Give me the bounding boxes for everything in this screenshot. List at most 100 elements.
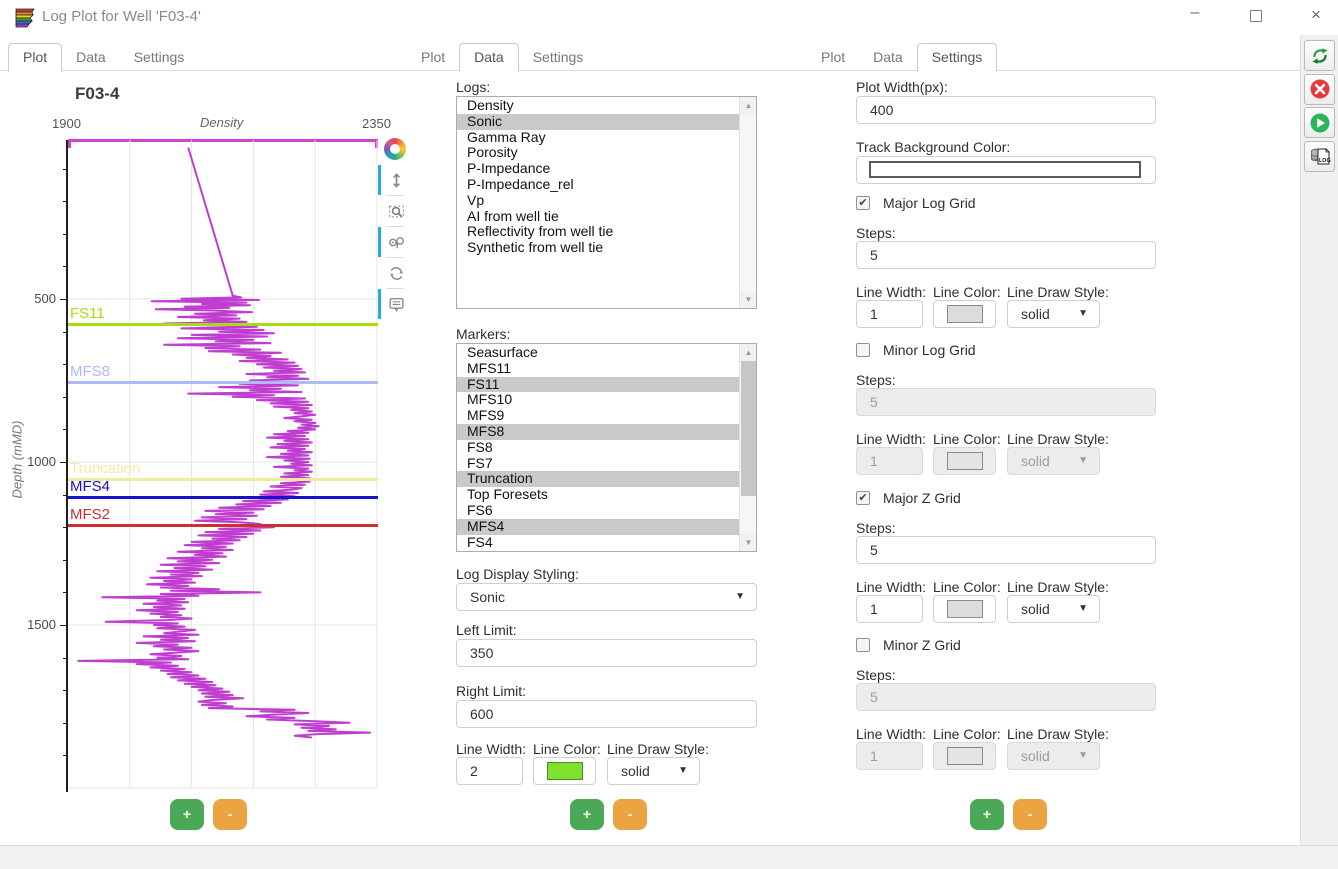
data-remove-button[interactable]: - [613,799,647,830]
list-item[interactable]: MFS4 [457,518,739,535]
list-item[interactable]: FS7 [467,454,493,471]
list-item[interactable]: AI from well tie [467,207,559,224]
window-title: Log Plot for Well 'F03-4' [42,8,201,25]
list-item[interactable]: FS3 [457,550,739,551]
log-file-button[interactable]: LOG [1304,140,1335,172]
scroll-down-icon[interactable]: ▼ [740,534,756,551]
sync-button[interactable] [1304,40,1335,71]
scrollbar[interactable]: ▲ ▼ [739,344,756,551]
unchecked-checkbox[interactable] [856,638,870,652]
scroll-down-icon[interactable]: ▼ [740,291,756,308]
pan-tool-icon[interactable] [378,165,408,195]
y-minor-tick [63,331,68,333]
bokeh-logo-icon[interactable] [384,138,406,160]
list-item[interactable]: Porosity [467,144,518,161]
line-color-button[interactable] [933,595,996,623]
tab-data[interactable]: Data [459,43,519,72]
scroll-up-icon[interactable]: ▲ [740,97,756,114]
tab-settings[interactable]: Settings [916,43,998,72]
settings-add-button[interactable]: + [970,799,1004,830]
list-item[interactable]: MFS10 [467,391,513,408]
tab-plot[interactable]: Plot [821,49,846,65]
side-toolbar: LOG [1300,35,1338,869]
settings-remove-button[interactable]: - [1013,799,1047,830]
list-item[interactable]: FS11 [457,376,739,393]
maximize-button[interactable] [1233,0,1279,30]
checked-checkbox[interactable]: ✔ [856,491,870,505]
data-add-button[interactable]: + [570,799,604,830]
line-draw-style-select[interactable]: solid ▼ [607,757,700,785]
marker-line-mfs4 [68,495,378,499]
list-item[interactable]: FS4 [467,533,493,550]
line-color-button[interactable] [933,300,996,328]
wheel-zoom-tool-icon[interactable] [378,227,408,257]
chevron-down-icon: ▼ [1078,750,1088,761]
line-draw-style-select[interactable]: solid ▼ [1007,300,1100,328]
right-limit-input[interactable] [456,700,757,728]
log-file-icon: LOG [1310,148,1331,165]
line-color-label: Line Color: [533,741,601,757]
list-item[interactable]: Synthetic from well tie [467,239,604,256]
list-item[interactable]: FS8 [467,438,493,455]
tab-data[interactable]: Data [873,49,903,65]
y-minor-tick [63,657,68,659]
list-item[interactable]: Density [467,98,514,113]
steps-input[interactable] [856,241,1156,269]
line-color-button[interactable] [533,757,596,785]
list-item[interactable]: Top Foresets [467,486,548,503]
log-curve-plot[interactable] [68,140,378,792]
list-item[interactable]: P-Impedance [467,160,551,177]
tab-plot[interactable]: Plot [421,49,446,65]
list-item[interactable]: Sonic [457,113,739,130]
logs-listbox[interactable]: Density Sonic Gamma Ray Porosity P-Impedance… [456,96,757,309]
plot-add-button[interactable]: + [170,799,204,830]
list-item[interactable]: Reflectivity from well tie [467,223,614,240]
list-item[interactable]: Seasurface [467,345,538,360]
list-item[interactable]: FS6 [467,501,493,518]
close-button[interactable]: × [1311,5,1321,24]
scrollbar[interactable]: ▲ ▼ [739,97,756,308]
line-draw-style-value: solid [1021,306,1050,322]
tab-settings[interactable]: Settings [532,49,584,65]
plot-width-input[interactable] [856,96,1156,124]
y-minor-tick [63,722,68,724]
list-item[interactable]: MFS11 [467,359,512,376]
track-bg-color-input[interactable] [856,156,1156,184]
hover-tool-icon[interactable] [378,289,408,319]
list-item[interactable]: P-Impedance_rel [467,175,574,192]
left-limit-input[interactable] [456,639,757,667]
line-draw-style-select[interactable]: solid ▼ [1007,595,1100,623]
plot-remove-button[interactable]: - [213,799,247,830]
reset-tool-icon[interactable] [384,261,408,285]
line-width-input[interactable] [856,595,923,623]
list-item[interactable]: MFS8 [457,423,739,440]
tab-data[interactable]: Data [76,49,106,65]
box-zoom-tool-icon[interactable] [384,199,408,223]
list-items: Density Sonic Gamma Ray Porosity P-Impedance… [457,98,739,308]
list-item[interactable]: Truncation [457,471,739,488]
y-minor-tick [63,201,68,203]
svg-text:LOG: LOG [1319,158,1331,164]
line-width-input[interactable] [856,300,923,328]
cancel-button[interactable] [1304,73,1335,105]
y-minor-tick [63,364,68,366]
steps-label: Steps: [856,520,896,536]
list-item[interactable]: Gamma Ray [467,128,546,145]
unchecked-checkbox[interactable] [856,343,870,357]
minimize-button[interactable]: – [1190,4,1200,21]
list-item[interactable]: MFS9 [467,407,505,424]
markers-listbox[interactable]: Seasurface MFS11 FS11 MFS10 MFS9 MFS8 FS8 FS7 Tr… [456,343,757,552]
tab-plot[interactable]: Plot [8,43,63,72]
log-display-styling-select[interactable]: Sonic ▼ [456,583,757,611]
list-item[interactable]: Vp [467,191,485,208]
steps-input[interactable] [856,536,1156,564]
scroll-up-icon[interactable]: ▲ [740,344,756,361]
tab-settings[interactable]: Settings [133,49,185,65]
line-width-input[interactable] [456,757,523,785]
scroll-thumb[interactable] [741,361,756,496]
checked-checkbox[interactable]: ✔ [856,196,870,210]
run-button[interactable] [1304,107,1335,138]
line-draw-style-label: Line Draw Style: [1007,284,1109,300]
sync-icon [1311,47,1328,64]
